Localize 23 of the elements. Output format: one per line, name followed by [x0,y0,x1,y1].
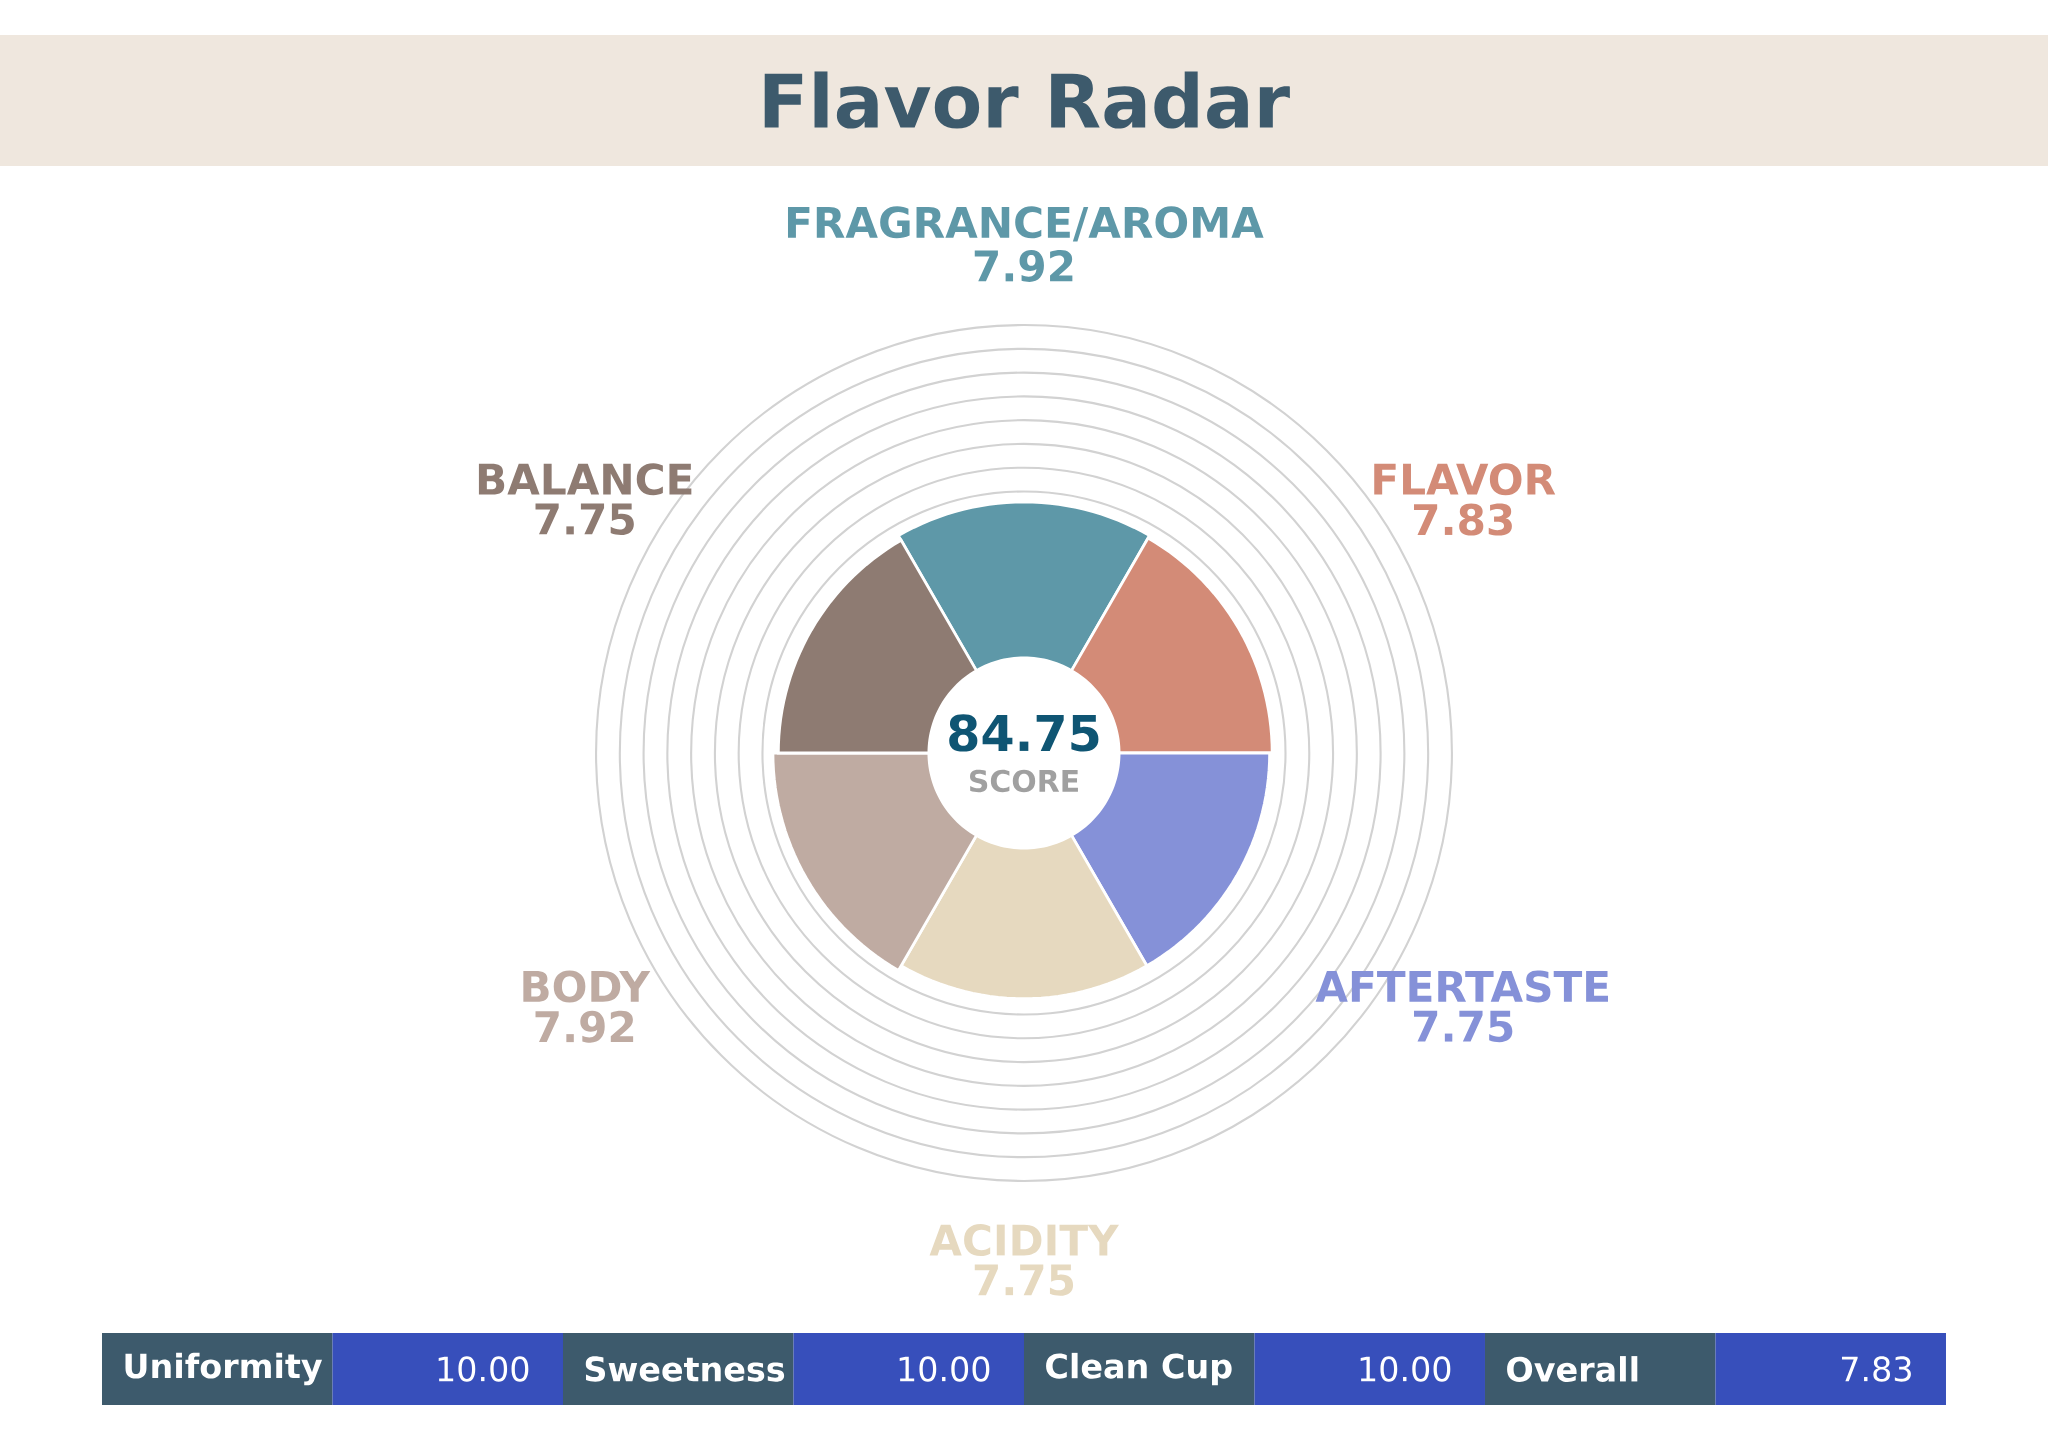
text: Flavor Radar [764,71,1290,129]
category-label: BODY [523,970,651,1003]
category-label: ACIDITY [929,1224,1120,1256]
text: 84.75 [949,714,1099,752]
data-label: 7.92 [535,1010,634,1043]
text: SCORE [970,769,1078,793]
text: 10.00 [1360,1356,1451,1382]
data-label: 7.92 [974,250,1073,282]
text: Sweetness [585,1356,785,1382]
text: Uniformity [125,1352,323,1386]
text: Overall [1507,1356,1638,1382]
text: 7.83 [1841,1356,1911,1382]
data-label: 7.75 [974,1264,1074,1296]
text: Clean Cup [1046,1352,1232,1386]
category-label: FLAVOR [1374,463,1556,496]
category-label: AFTERTASTE [1315,970,1608,1003]
category-label: FRAGRANCE/AROMA [787,206,1264,242]
data-label: 7.75 [535,503,634,535]
category-label: BALANCE [478,463,692,496]
text: 10.00 [899,1356,990,1382]
data-label: 7.75 [1414,1010,1513,1043]
data-label: 7.83 [1414,503,1512,536]
text: 10.00 [438,1356,529,1382]
